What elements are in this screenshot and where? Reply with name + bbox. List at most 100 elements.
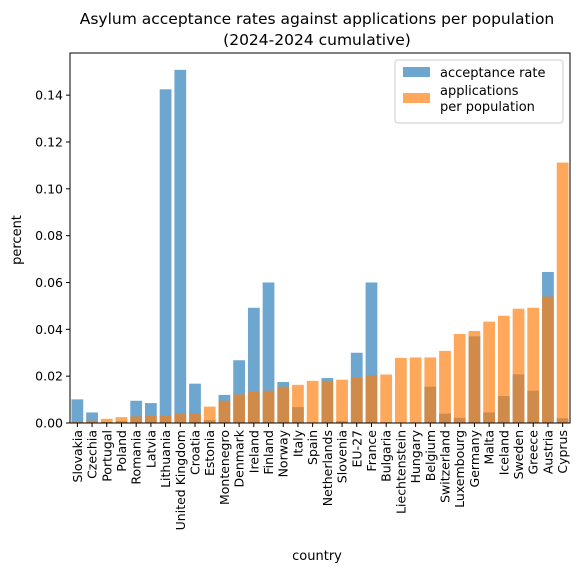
bar bbox=[350, 377, 363, 423]
x-tick-label: Croatia bbox=[188, 430, 203, 475]
bar bbox=[483, 321, 495, 423]
y-tick-label: 0.10 bbox=[35, 181, 63, 196]
y-tick-label: 0.00 bbox=[35, 416, 63, 431]
bar bbox=[542, 296, 554, 423]
y-tick-label: 0.06 bbox=[35, 275, 63, 290]
x-tick-label: Denmark bbox=[232, 429, 247, 487]
x-axis-label: country bbox=[292, 549, 342, 564]
x-tick-label: Malta bbox=[482, 430, 497, 464]
x-tick-label: Cyprus bbox=[555, 430, 570, 474]
bar bbox=[130, 400, 143, 423]
series-applications-per-population bbox=[71, 162, 569, 423]
bar bbox=[395, 357, 407, 423]
x-tick-label: Poland bbox=[114, 430, 129, 472]
x-tick-label: Slovenia bbox=[335, 430, 350, 483]
x-tick-label: Finland bbox=[261, 430, 276, 475]
bar bbox=[365, 374, 378, 423]
bar bbox=[512, 308, 525, 423]
bar bbox=[365, 282, 378, 423]
bar bbox=[174, 69, 187, 424]
x-tick-label: Norway bbox=[276, 429, 291, 477]
x-tick-label: Switzerland bbox=[438, 430, 453, 503]
y-tick-label: 0.08 bbox=[35, 228, 63, 243]
axes-layer: 0.00 0.02 0.04 0.06 0.08 0.10 0.12 0.14 Slovakia… bbox=[35, 52, 571, 530]
bar bbox=[159, 89, 172, 424]
bar bbox=[130, 416, 143, 423]
legend-swatch bbox=[403, 67, 430, 77]
x-tick-label: Estonia bbox=[202, 430, 217, 476]
bar bbox=[203, 406, 216, 423]
bar bbox=[233, 360, 245, 423]
bar bbox=[247, 307, 260, 423]
bar bbox=[306, 380, 319, 423]
x-tick-label: Czechia bbox=[85, 430, 100, 479]
y-tick-label: 0.12 bbox=[35, 134, 63, 149]
x-tick-label: Bulgaria bbox=[379, 430, 394, 482]
bar bbox=[247, 391, 260, 423]
x-tick-label: Austria bbox=[540, 430, 555, 474]
y-tick-label: 0.04 bbox=[35, 322, 63, 337]
bar bbox=[453, 334, 466, 423]
bar bbox=[527, 307, 540, 423]
bar bbox=[189, 383, 201, 423]
x-tick-label: Netherlands bbox=[320, 430, 335, 506]
bar bbox=[262, 390, 275, 423]
bar bbox=[424, 357, 437, 423]
legend-label: applications bbox=[440, 84, 519, 99]
x-tick-label: Ireland bbox=[246, 430, 261, 473]
bar bbox=[556, 162, 569, 423]
bar bbox=[321, 380, 334, 423]
legend-swatch bbox=[403, 93, 430, 103]
x-tick-label: Belgium bbox=[423, 430, 438, 481]
legend-box bbox=[394, 59, 564, 124]
bar bbox=[86, 420, 98, 423]
x-tick-label: Lithuania bbox=[158, 430, 173, 488]
bar bbox=[233, 394, 245, 423]
x-tick-label: Luxembourg bbox=[452, 430, 467, 508]
x-tick-label: EU-27 bbox=[349, 430, 364, 467]
chart-title-line1: Asylum acceptance rates against applicat… bbox=[80, 10, 555, 28]
x-tick-label: Germany bbox=[467, 429, 482, 487]
bar bbox=[145, 403, 157, 423]
bar bbox=[145, 415, 157, 423]
bar bbox=[409, 357, 422, 423]
bar bbox=[262, 282, 275, 423]
x-tick-label: Hungary bbox=[408, 429, 423, 483]
chart-title-line2: (2024-2024 cumulative) bbox=[223, 31, 411, 49]
bar bbox=[218, 400, 231, 423]
x-tick-label: Sweden bbox=[511, 430, 526, 479]
x-tick-label: Latvia bbox=[143, 430, 158, 468]
bar bbox=[439, 350, 451, 423]
legend-label: acceptance rate bbox=[440, 66, 546, 81]
x-tick-label: Spain bbox=[305, 430, 320, 465]
bar bbox=[86, 412, 98, 423]
x-tick-label: France bbox=[364, 430, 379, 472]
x-tick-label: Montenegro bbox=[217, 430, 232, 505]
bar bbox=[277, 386, 290, 423]
x-tick-label: Portugal bbox=[99, 430, 114, 482]
bar bbox=[497, 315, 510, 423]
x-tick-label: Romania bbox=[129, 430, 144, 485]
bar bbox=[468, 330, 481, 423]
bar bbox=[100, 418, 113, 423]
bar bbox=[380, 374, 393, 423]
bar bbox=[159, 415, 172, 423]
x-tick-label: Greece bbox=[526, 430, 541, 475]
bar bbox=[174, 413, 187, 423]
x-tick-label: Slovakia bbox=[70, 430, 85, 482]
bar bbox=[71, 399, 84, 423]
x-tick-label: Iceland bbox=[496, 430, 511, 475]
y-axis-label: percent bbox=[10, 215, 25, 265]
y-tick-label: 0.02 bbox=[35, 369, 63, 384]
x-tick-label: Liechtenstein bbox=[393, 430, 408, 514]
bar bbox=[115, 417, 128, 423]
x-tick-label: United Kingdom bbox=[173, 430, 188, 530]
bar bbox=[336, 379, 348, 423]
bars-layer bbox=[71, 69, 569, 424]
legend-label: per population bbox=[440, 100, 535, 115]
y-tick-label: 0.14 bbox=[35, 88, 63, 103]
bar bbox=[189, 413, 201, 423]
